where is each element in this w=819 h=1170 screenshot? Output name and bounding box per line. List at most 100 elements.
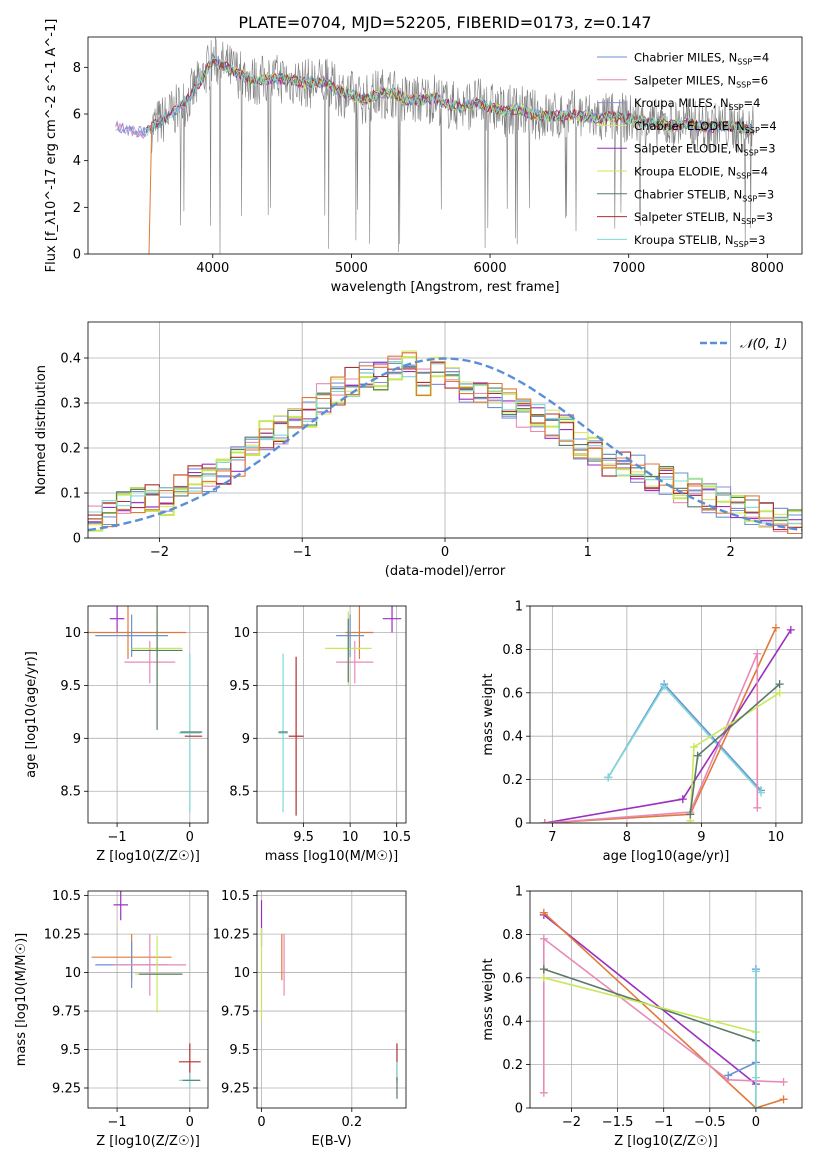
weight-marker xyxy=(724,1071,733,1080)
axes-mass_vs_ebv: 0 0.2 9.25 9.5 9.75 10 10.25 10.5 E(B-V) xyxy=(213,889,407,1149)
legend-subscript: SSP xyxy=(736,172,751,181)
axes-frame xyxy=(87,605,209,824)
x-tick-label: −1 xyxy=(108,1115,127,1130)
x-tick-label: 0 xyxy=(441,545,449,560)
y-tick-label: 9 xyxy=(242,732,250,747)
weight-marker xyxy=(540,819,549,823)
x-tick-label: 1 xyxy=(584,545,592,560)
x-axis-label: mass [log10(M/M☉)] xyxy=(265,849,398,864)
data-point-salpeter_miles xyxy=(113,934,187,996)
legend-value: =6 xyxy=(751,73,768,87)
plot-area-mass_vs_ebv xyxy=(260,900,398,1099)
legend-label: Kroupa ELODIE, NSSP=4 xyxy=(634,165,768,181)
legend-label: Chabrier ELODIE, NSSP=4 xyxy=(634,119,777,135)
model-edge xyxy=(148,123,153,254)
y-axis-label: Flux [f_λ10^-17 erg cm^-2 s^-1 A^-1] xyxy=(44,19,59,273)
x-axis-label: Z [log10(Z/Z☉)] xyxy=(96,1134,200,1149)
data-point-chabrier_miles xyxy=(95,614,168,657)
legend-value: =3 xyxy=(749,233,766,247)
legend-label: Salpeter MILES, NSSP=6 xyxy=(634,73,768,89)
y-tick-label: 9 xyxy=(73,732,81,747)
legend-subscript: SSP xyxy=(742,194,757,203)
y-tick-label: 4 xyxy=(73,154,81,169)
y-tick-label: 10.5 xyxy=(221,889,250,904)
x-tick-label: −1 xyxy=(654,1115,673,1130)
x-axis-label: age [log10(age/yr)] xyxy=(603,849,730,864)
y-tick-label: 1 xyxy=(515,885,523,900)
legend-text: Salpeter MILES, N xyxy=(634,73,736,87)
y-tick-label: 10 xyxy=(64,966,81,981)
data-point-kroupa_stelib xyxy=(178,653,201,813)
y-axis-label: age [log10(age/yr)] xyxy=(24,651,39,778)
model-spectrum-kroupa_stelib xyxy=(146,55,754,136)
legend-text: Kroupa ELODIE, N xyxy=(634,165,736,179)
x-tick-label: 7000 xyxy=(612,261,645,276)
weight-line-salpeter_elodie xyxy=(543,914,757,1085)
legend-label: Chabrier STELIB, NSSP=3 xyxy=(634,187,774,203)
plot-area-spectrum xyxy=(115,37,754,254)
weight-marker xyxy=(786,625,795,634)
normal-curve xyxy=(88,357,802,532)
weight-marker xyxy=(751,1073,760,1082)
axes-residuals: −2 −1 0 1 2 0 0.1 0.2 0.3 0.4 (data-model)/error No… xyxy=(34,321,803,579)
x-tick-label: 4000 xyxy=(196,261,229,276)
weight-marker xyxy=(660,682,669,691)
legend-value: =4 xyxy=(744,96,761,110)
x-tick-label: 0 xyxy=(752,1115,760,1130)
x-tick-label: −2 xyxy=(562,1115,581,1130)
weight-line-orange xyxy=(543,912,784,1108)
data-point-chabrier_miles xyxy=(336,614,365,657)
y-tick-label: 0 xyxy=(73,532,81,547)
weight-marker xyxy=(678,795,687,804)
x-tick-label: 0 xyxy=(186,1115,194,1130)
x-axis-label: Z [log10(Z/Z☉)] xyxy=(614,1134,718,1149)
legend-subscript: SSP xyxy=(745,126,760,135)
y-tick-label: 8 xyxy=(73,61,81,76)
x-axis-label: wavelength [Angstrom, rest frame] xyxy=(331,280,560,295)
legend-subscript: SSP xyxy=(737,58,752,67)
x-tick-label: −1.5 xyxy=(602,1115,634,1130)
legend-subscript: SSP xyxy=(734,240,749,249)
legend-value: =3 xyxy=(756,210,773,224)
weight-marker xyxy=(779,1077,788,1086)
legend-label: Salpeter STELIB, NSSP=3 xyxy=(634,210,773,226)
x-tick-label: 10.5 xyxy=(382,830,411,845)
weight-marker xyxy=(771,623,780,632)
y-tick-label: 0.2 xyxy=(60,442,81,457)
y-tick-label: 0.8 xyxy=(502,928,523,943)
weight-marker xyxy=(693,751,702,760)
y-axis-label: mass weight xyxy=(481,958,496,1040)
y-tick-label: 10.5 xyxy=(52,889,81,904)
legend-label: Chabrier MILES, NSSP=4 xyxy=(634,51,769,67)
data-point-orange xyxy=(88,606,187,659)
weight-marker xyxy=(779,1095,788,1104)
plot-area-weight_vs_Z xyxy=(539,908,788,1108)
weight-marker xyxy=(539,973,548,982)
legend-text: Kroupa MILES, N xyxy=(634,96,729,110)
y-tick-label: 9.75 xyxy=(221,1005,250,1020)
weight-marker xyxy=(686,810,695,819)
x-tick-label: 0 xyxy=(257,1115,265,1130)
weight-marker xyxy=(751,1104,760,1108)
legend-text: Chabrier MILES, N xyxy=(634,51,737,65)
x-axis-label: E(B-V) xyxy=(311,1134,351,1149)
axes-frame xyxy=(256,890,407,1109)
plot-area-age_vs_Z xyxy=(88,606,203,813)
legend-value: =4 xyxy=(751,165,768,179)
legend-value: =4 xyxy=(760,119,777,133)
y-tick-label: 0 xyxy=(73,248,81,263)
weight-marker xyxy=(775,688,784,697)
data-point-salpeter_elodie xyxy=(382,606,402,633)
legend-text: Salpeter STELIB, N xyxy=(634,210,741,224)
y-tick-label: 2 xyxy=(73,201,81,216)
y-tick-label: 9.5 xyxy=(60,679,81,694)
axes-frame xyxy=(529,605,803,824)
model-spectrum-salpeter_stelib xyxy=(146,58,754,135)
legend-value: =3 xyxy=(759,142,776,156)
y-tick-label: 0.4 xyxy=(502,730,523,745)
figure-title: PLATE=0704, MJD=52205, FIBERID=0173, z=0… xyxy=(238,13,651,32)
x-tick-label: 9.5 xyxy=(293,830,314,845)
y-tick-label: 0 xyxy=(515,817,523,832)
y-tick-label: 8.5 xyxy=(60,785,81,800)
y-tick-label: 9.25 xyxy=(221,1081,250,1096)
